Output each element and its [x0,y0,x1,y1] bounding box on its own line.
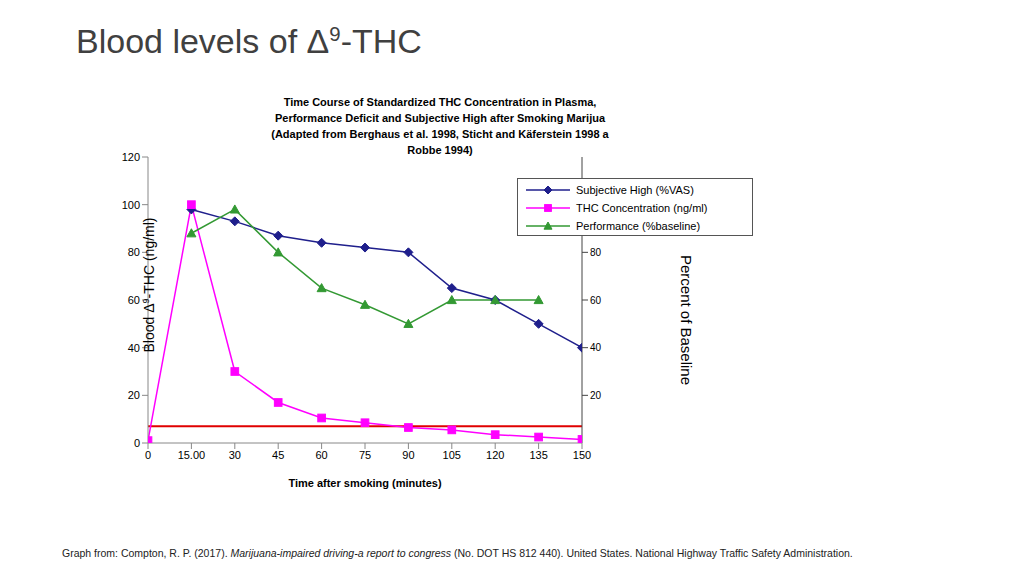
svg-text:75: 75 [359,449,371,461]
svg-text:40: 40 [128,342,140,354]
svg-text:150: 150 [573,449,591,461]
svg-text:120: 120 [122,151,140,163]
svg-text:30: 30 [229,449,241,461]
svg-text:105: 105 [443,449,461,461]
html-text:9: 9 [140,298,151,304]
html-text:Percent of Baseline: Percent of Baseline [677,255,695,385]
svg-text:60: 60 [128,294,140,306]
svg-text:15.00: 15.00 [178,449,206,461]
html-text:Subjective High (%VAS): Subjective High (%VAS) [576,184,694,196]
html-text:Graph from: Compton, R. P. (20: Graph from: Compton, R. P. (2017). Marij… [62,547,853,559]
svg-text:80: 80 [128,246,140,258]
svg-text:90: 90 [402,449,414,461]
svg-text:100: 100 [122,199,140,211]
svg-text:20: 20 [128,389,140,401]
svg-text:60: 60 [590,295,602,306]
svg-text:120: 120 [486,449,504,461]
html-text:(Adapted from Berghaus et al.: (Adapted from Berghaus et al. 1998, Stic… [271,128,609,140]
html-text:Performance Deficit and Subjec: Performance Deficit and Subjective High … [275,112,605,124]
svg-text:0: 0 [134,437,140,449]
svg-text:20: 20 [590,390,602,401]
svg-text:60: 60 [315,449,327,461]
html-text:Robbe 1994): Robbe 1994) [407,144,473,156]
html-text:Time Course of Standardized TH: Time Course of Standardized THC Concentr… [283,96,597,108]
svg-text:45: 45 [272,449,284,461]
html-text:-THC (ng/ml): -THC (ng/ml) [141,217,158,299]
svg-text:40: 40 [590,342,602,353]
svg-text:Time after smoking (minutes): Time after smoking (minutes) [288,477,442,489]
html-text:THC Concentration (ng/ml): THC Concentration (ng/ml) [576,202,708,214]
svg-text:80: 80 [590,247,602,258]
html-text:Blood Δ: Blood Δ [141,303,158,353]
html-text:Performance (%baseline): Performance (%baseline) [576,220,701,232]
svg-text:0: 0 [145,449,151,461]
svg-text:135: 135 [529,449,547,461]
html-text:Blood levels of Δ9-THC: Blood levels of Δ9-THC [76,22,422,60]
